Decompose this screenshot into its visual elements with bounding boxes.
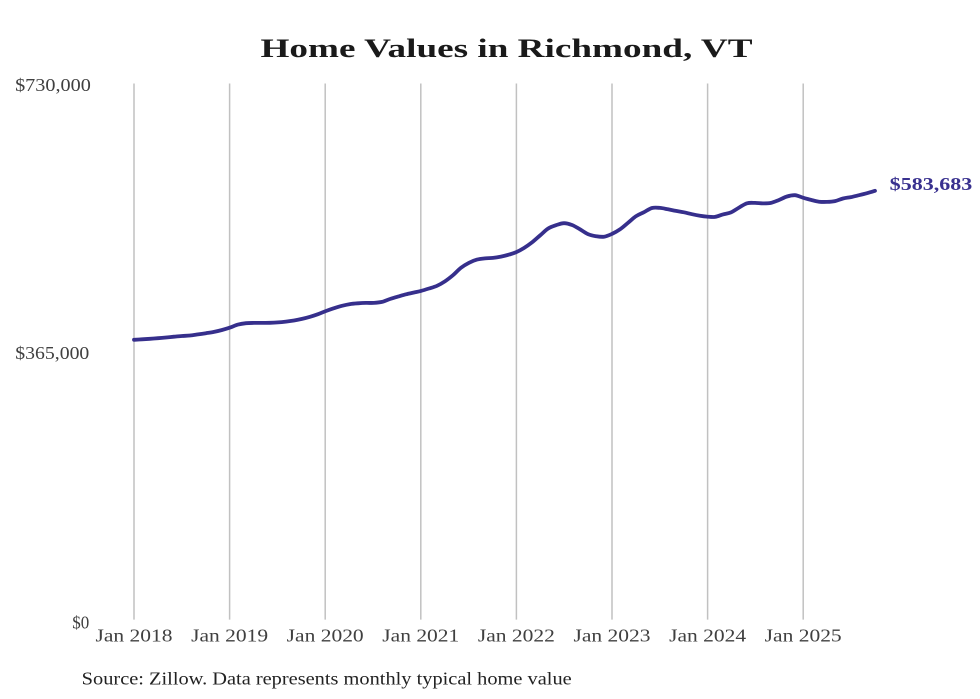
svg-text:Jan 2020: Jan 2020 <box>287 626 364 646</box>
svg-text:Jan 2024: Jan 2024 <box>669 626 746 646</box>
svg-text:Jan 2025: Jan 2025 <box>765 626 842 646</box>
svg-text:$0: $0 <box>72 612 89 632</box>
svg-text:Jan 2018: Jan 2018 <box>96 626 173 646</box>
svg-text:Source: Zillow. Data represent: Source: Zillow. Data represents monthly … <box>82 668 572 688</box>
svg-text:$365,000: $365,000 <box>15 343 89 363</box>
svg-text:Jan 2019: Jan 2019 <box>191 626 268 646</box>
svg-text:Jan 2022: Jan 2022 <box>478 626 555 646</box>
svg-text:Jan 2023: Jan 2023 <box>574 626 651 646</box>
svg-text:Home Values in Richmond, VT: Home Values in Richmond, VT <box>261 34 753 63</box>
svg-text:$730,000: $730,000 <box>15 75 91 95</box>
svg-text:Jan 2021: Jan 2021 <box>382 626 459 646</box>
svg-text:$583,683: $583,683 <box>890 174 973 194</box>
